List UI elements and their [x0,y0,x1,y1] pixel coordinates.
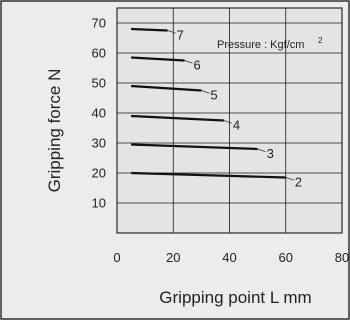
pressure-annotation-text: Pressure : Kgf/cm [217,39,304,51]
series-leader-7 [167,30,177,34]
pressure-annotation: Pressure : Kgf/cm 2 [217,36,323,51]
x-tick-label-60: 60 [279,250,293,265]
y-tick-label-20: 20 [92,166,106,181]
series-leader-3 [257,148,267,153]
series-label-3: 3 [267,146,274,161]
series-label-7: 7 [177,28,184,43]
y-tick-label-40: 40 [92,106,106,121]
series-leader-4 [223,120,234,124]
series-line-7 [131,27,168,32]
y-tick-label-50: 50 [92,76,106,91]
x-axis-title: Gripping point L mm [159,288,311,307]
series-label-2: 2 [295,175,302,190]
series-leader-2 [285,177,295,181]
series-label-5: 5 [210,88,217,103]
y-tick-label-10: 10 [92,196,106,211]
series-line-5 [131,84,202,92]
x-tick-label-20: 20 [166,250,180,265]
x-tick-label-80: 80 [335,250,349,265]
series-line-6 [131,56,185,62]
series-label-backing-5 [209,87,221,102]
tick-labels: 10 20 30 40 50 60 70 0 20 40 60 80 [92,16,350,266]
series-leader-6 [184,60,194,64]
series-line-2 [131,171,286,179]
series-label-backing-2 [293,174,305,189]
series-label-backing-6 [192,57,204,72]
series-line-4 [131,114,224,122]
series-lines: 2 3 4 567 [131,27,305,190]
series-label-backing-4 [231,117,243,132]
series-line-3 [131,143,258,151]
x-tick-label-0: 0 [113,250,120,265]
series-label-4: 4 [233,118,240,133]
y-tick-label-70: 70 [92,16,106,31]
y-tick-label-60: 60 [92,46,106,61]
y-axis-title: Gripping force N [45,69,64,193]
series-label-backing-7 [175,27,187,42]
y-tick-label-30: 30 [92,136,106,151]
series-leader-5 [201,90,211,94]
pressure-annotation-superscript: 2 [318,36,323,45]
grid-lines [117,8,342,233]
x-tick-label-40: 40 [222,250,236,265]
series-label-backing-3 [265,146,277,160]
series-label-6: 6 [194,58,201,73]
